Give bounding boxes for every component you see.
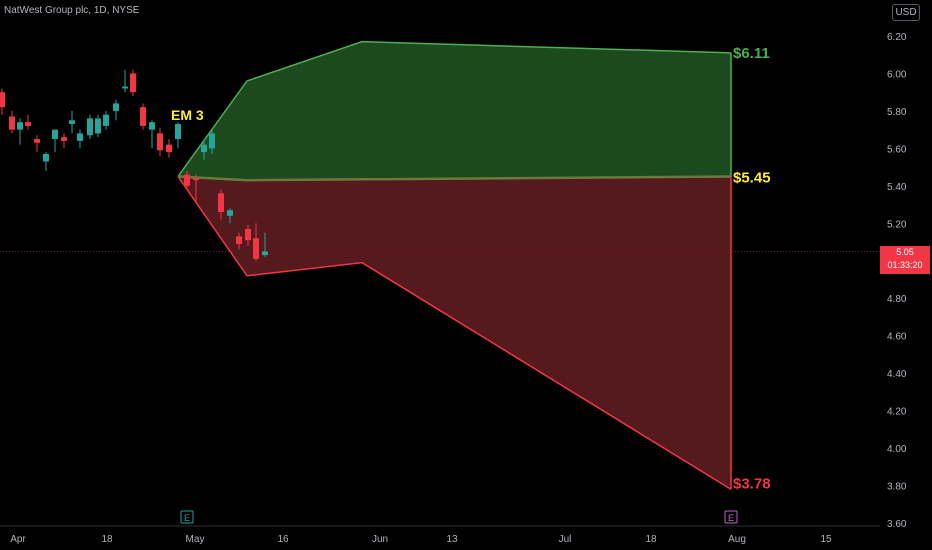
last-price-value: 5.05 bbox=[896, 247, 914, 257]
em-label: EM 3 bbox=[171, 107, 204, 123]
y-tick-label: 6.20 bbox=[887, 32, 907, 43]
y-tick-label: 4.20 bbox=[887, 407, 907, 418]
upper-band-line bbox=[177, 40, 732, 177]
candle-body bbox=[201, 144, 207, 153]
upper-band-fill bbox=[178, 41, 731, 181]
mid-band-line bbox=[177, 175, 732, 182]
candle-body bbox=[25, 122, 31, 126]
earnings-marker-label: E bbox=[184, 513, 190, 523]
candle-body bbox=[87, 118, 93, 136]
candle-body bbox=[184, 174, 190, 186]
y-tick-label: 5.80 bbox=[887, 107, 907, 118]
candle-body bbox=[253, 238, 259, 259]
candle-body bbox=[130, 73, 136, 93]
x-tick-label: Apr bbox=[10, 534, 26, 545]
last-price-countdown: 01:33:20 bbox=[887, 260, 923, 270]
y-tick-label: 4.40 bbox=[887, 369, 907, 380]
earnings-marker-label: E bbox=[728, 513, 734, 523]
candle-body bbox=[149, 122, 155, 130]
lower-band-line bbox=[177, 176, 732, 490]
y-tick-label: 3.60 bbox=[887, 519, 907, 530]
y-tick-label: 4.80 bbox=[887, 294, 907, 305]
candle-body bbox=[140, 107, 146, 126]
candle-body bbox=[209, 133, 215, 149]
x-tick-label: 16 bbox=[277, 534, 289, 545]
earnings-marker bbox=[724, 510, 738, 524]
candle-body bbox=[0, 92, 5, 108]
candle-body bbox=[69, 120, 75, 125]
x-tick-label: 15 bbox=[820, 534, 832, 545]
currency-button[interactable]: USD bbox=[892, 4, 920, 21]
y-tick-label: 4.00 bbox=[887, 444, 907, 455]
x-tick-label: 18 bbox=[101, 534, 113, 545]
y-tick-label: 5.40 bbox=[887, 182, 907, 193]
earnings-marker bbox=[180, 510, 194, 524]
candle-body bbox=[77, 133, 83, 141]
symbol-title: NatWest Group plc, 1D, NYSE bbox=[4, 5, 140, 16]
candle-body bbox=[218, 193, 224, 213]
lower-band-fill bbox=[178, 176, 731, 490]
x-tick-label: 13 bbox=[446, 534, 458, 545]
candle-body bbox=[17, 122, 23, 130]
y-tick-label: 3.80 bbox=[887, 482, 907, 493]
last-price-tag: 5.05 01:33:20 bbox=[880, 246, 930, 274]
x-tick-label: Jun bbox=[372, 534, 388, 545]
candle-body bbox=[175, 124, 181, 140]
lower-target-label: $3.78 bbox=[733, 475, 771, 492]
candle-body bbox=[236, 236, 242, 244]
candle-body bbox=[113, 103, 119, 111]
y-tick-label: 6.00 bbox=[887, 69, 907, 80]
candle-body bbox=[95, 118, 101, 134]
candle-body bbox=[157, 133, 163, 151]
y-tick-label: 4.60 bbox=[887, 332, 907, 343]
candle-body bbox=[9, 116, 15, 130]
candle-body bbox=[227, 210, 233, 216]
y-tick-label: 5.20 bbox=[887, 219, 907, 230]
mid-target-label: $5.45 bbox=[733, 169, 771, 186]
y-tick-label: 5.60 bbox=[887, 144, 907, 155]
x-tick-label: May bbox=[186, 534, 205, 545]
x-tick-label: Aug bbox=[728, 534, 746, 545]
candle-body bbox=[103, 114, 109, 126]
candle-body bbox=[34, 139, 40, 143]
upper-target-label: $6.11 bbox=[733, 45, 770, 62]
candle-body bbox=[43, 154, 49, 162]
x-tick-label: 18 bbox=[645, 534, 657, 545]
candle-body bbox=[262, 251, 268, 256]
candle-body bbox=[166, 144, 172, 153]
candle-body bbox=[52, 129, 58, 140]
candle-body bbox=[245, 228, 251, 241]
x-tick-label: Jul bbox=[559, 534, 572, 545]
candle-body bbox=[122, 86, 128, 89]
candle-body bbox=[193, 178, 199, 181]
candle-body bbox=[61, 137, 67, 141]
